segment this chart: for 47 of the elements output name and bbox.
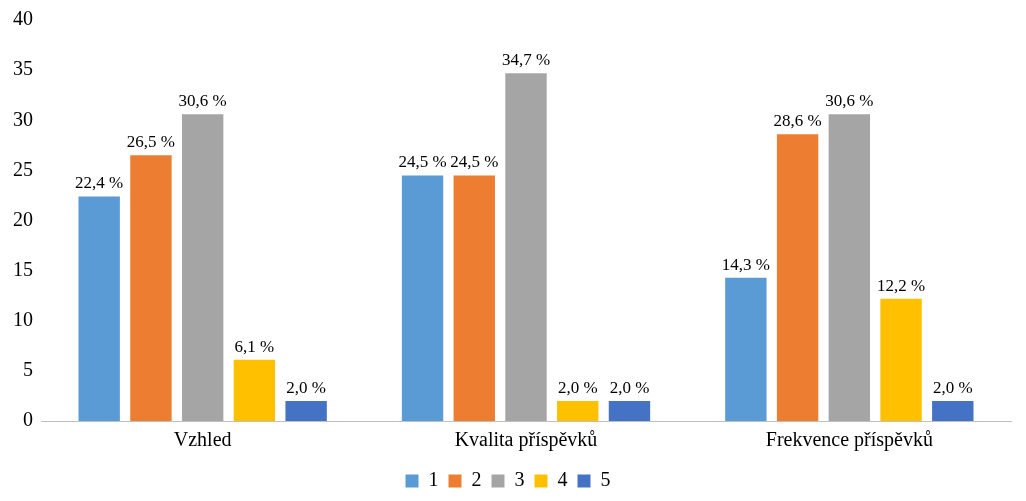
- bar: [932, 400, 974, 421]
- bar: [880, 298, 922, 421]
- data-label: 12,2 %: [876, 275, 926, 295]
- bar: [608, 400, 651, 421]
- x-tick-label: Frekvence příspěvků: [765, 428, 933, 452]
- bar: [285, 400, 327, 421]
- y-tick-label: 0: [23, 408, 33, 431]
- data-label: 30,6 %: [825, 91, 874, 111]
- bar: [453, 175, 495, 421]
- y-tick-label: 30: [13, 107, 33, 130]
- bar: [557, 400, 599, 421]
- data-label: 22,4 %: [75, 173, 124, 193]
- data-label: 14,3 %: [721, 254, 770, 274]
- data-label: 2,0 %: [286, 377, 326, 397]
- bar: [401, 175, 444, 421]
- bar: [828, 114, 871, 421]
- legend-label: 1: [428, 468, 439, 491]
- bar: [776, 134, 819, 421]
- data-label: 2,0 %: [557, 377, 598, 397]
- x-tick-label: Kvalita příspěvků: [454, 428, 598, 452]
- legend-label: 4: [557, 468, 568, 491]
- data-label: 2,0 %: [609, 377, 650, 397]
- x-tick-label: Vzhled: [173, 428, 232, 451]
- bar: [181, 114, 224, 421]
- y-tick-label: 40: [13, 7, 33, 30]
- data-label: 2,0 %: [932, 377, 973, 397]
- bar: [725, 277, 767, 421]
- y-tick-label: 15: [13, 257, 33, 280]
- data-label: 26,5 %: [126, 132, 176, 152]
- y-tick-label: 25: [13, 157, 33, 180]
- data-label: 24,5 %: [450, 152, 499, 172]
- legend-label: 3: [514, 468, 525, 491]
- data-label: 24,5 %: [398, 152, 447, 172]
- y-tick-label: 10: [13, 308, 33, 330]
- data-label: 30,6 %: [178, 91, 227, 111]
- bar: [505, 73, 547, 421]
- legend-label: 2: [471, 468, 482, 491]
- y-tick-label: 35: [13, 57, 33, 80]
- bar: [233, 359, 276, 421]
- legend-label: 5: [600, 468, 611, 491]
- y-tick-label: 20: [13, 207, 33, 230]
- data-label: 34,7 %: [501, 50, 551, 70]
- bar: [78, 196, 120, 421]
- y-tick-label: 5: [23, 358, 33, 381]
- bar: [130, 155, 172, 421]
- data-label: 28,6 %: [773, 111, 822, 131]
- data-label: 6,1 %: [234, 336, 275, 356]
